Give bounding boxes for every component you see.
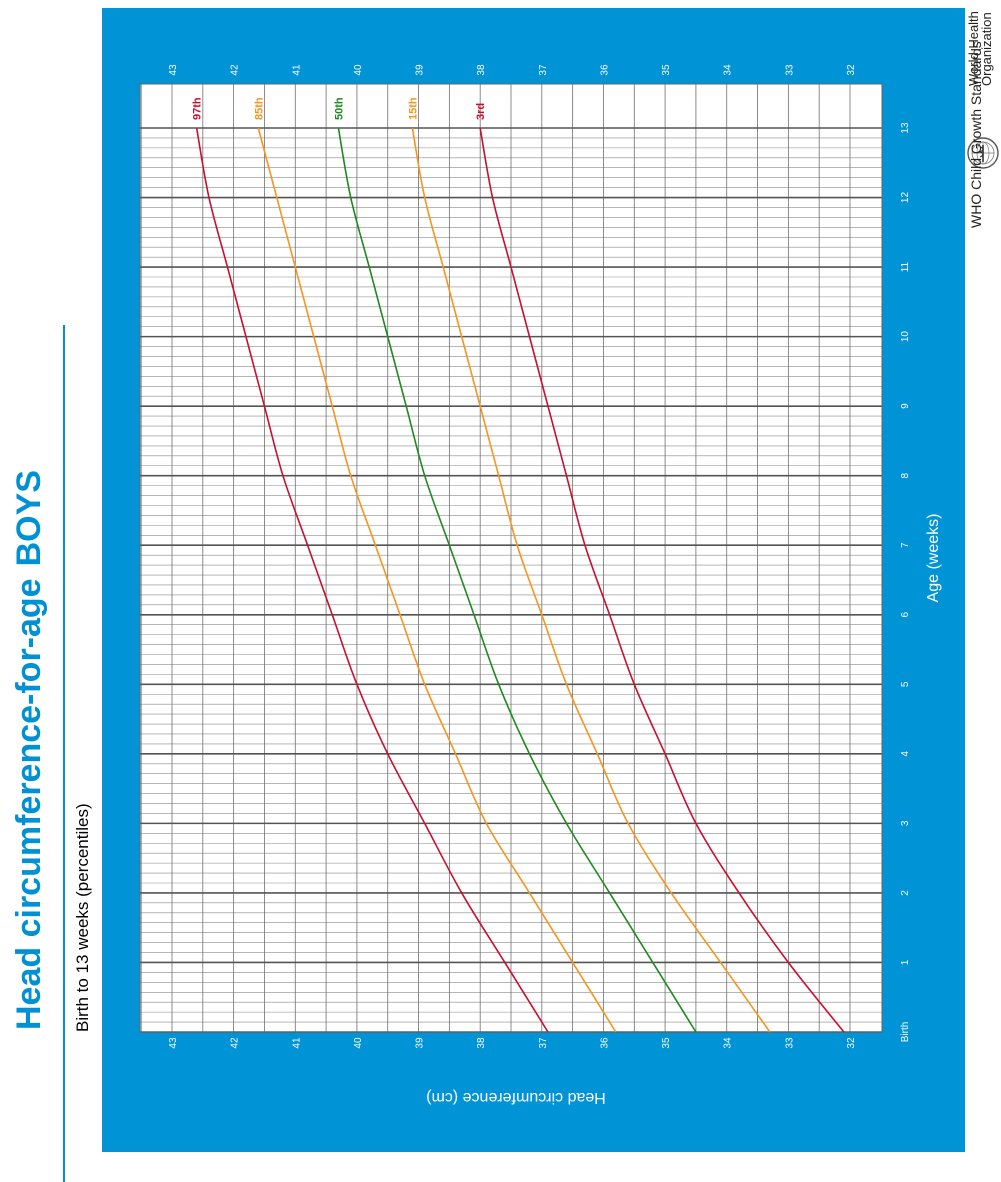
y-tick-label: 35 — [661, 64, 672, 76]
series-label-85th: 85th — [253, 97, 265, 120]
y-tick-label: 40 — [353, 64, 364, 76]
series-label-3rd: 3rd — [475, 103, 487, 120]
y-tick-label: 36 — [599, 64, 610, 76]
y-tick-label: 42 — [230, 1037, 241, 1049]
y-tick-label: 32 — [846, 64, 857, 76]
series-label-15th: 15th — [407, 97, 419, 120]
x-tick-label: 12 — [900, 192, 911, 204]
y-tick-label: 34 — [723, 64, 734, 76]
y-tick-label: 43 — [168, 1037, 179, 1049]
x-tick-label: 5 — [900, 681, 911, 687]
x-tick-label: 7 — [900, 542, 911, 548]
y-tick-label: 39 — [415, 64, 426, 76]
y-tick-label: 38 — [476, 64, 487, 76]
y-tick-label: 42 — [230, 64, 241, 76]
series-line-97th — [195, 127, 549, 1033]
x-tick-label: 8 — [900, 472, 911, 478]
y-tick-label: 37 — [538, 1037, 549, 1049]
series-line-85th — [257, 127, 617, 1033]
x-tick-label: Birth — [900, 1022, 911, 1043]
title-rule — [63, 325, 65, 1182]
series-line-50th — [337, 127, 697, 1033]
y-tick-label: 41 — [291, 64, 302, 76]
y-tick-label: 35 — [661, 1037, 672, 1049]
y-tick-label: 40 — [353, 1037, 364, 1049]
y-tick-labels-top: 32 33 34 35 36 37 38 39 40 41 42 43 — [168, 64, 857, 76]
x-tick-label: 4 — [900, 751, 911, 757]
y-tick-label: 36 — [599, 1037, 610, 1049]
x-tick-label: 11 — [900, 261, 911, 272]
y-tick-label: 34 — [723, 1037, 734, 1049]
plot-border — [139, 83, 883, 1033]
y-tick-label: 39 — [415, 1037, 426, 1049]
y-tick-label: 37 — [538, 64, 549, 76]
x-tick-label: 1 — [900, 959, 911, 965]
series-label-50th: 50th — [333, 97, 345, 120]
x-tick-label: 3 — [900, 820, 911, 826]
y-tick-label: 43 — [168, 64, 179, 76]
who-logo-icon — [967, 137, 999, 169]
x-tick-label: 9 — [900, 403, 911, 409]
x-tick-label: 2 — [900, 890, 911, 896]
series-line-3rd — [479, 127, 845, 1033]
x-axis-title: Age (weeks) — [925, 514, 942, 603]
y-tick-label: 33 — [784, 1037, 795, 1049]
x-tick-label: 10 — [900, 331, 911, 343]
y-tick-label: 32 — [846, 1037, 857, 1049]
series-label-97th: 97th — [192, 97, 204, 120]
x-tick-label: 6 — [900, 612, 911, 618]
y-tick-label: 38 — [476, 1037, 487, 1049]
series-group: 3rd 15th 50th 85th 97th — [192, 97, 845, 1033]
grid-minor — [140, 84, 882, 1033]
grid-major — [139, 83, 883, 1033]
y-tick-label: 41 — [291, 1037, 302, 1049]
series-line-15th — [411, 127, 771, 1033]
x-tick-label: 13 — [900, 122, 911, 134]
y-tick-label: 33 — [784, 64, 795, 76]
y-axis-title: Head circumference (cm) — [426, 1089, 606, 1106]
y-tick-labels-bottom: 32 33 34 35 36 37 38 39 40 41 42 43 — [168, 1037, 857, 1049]
